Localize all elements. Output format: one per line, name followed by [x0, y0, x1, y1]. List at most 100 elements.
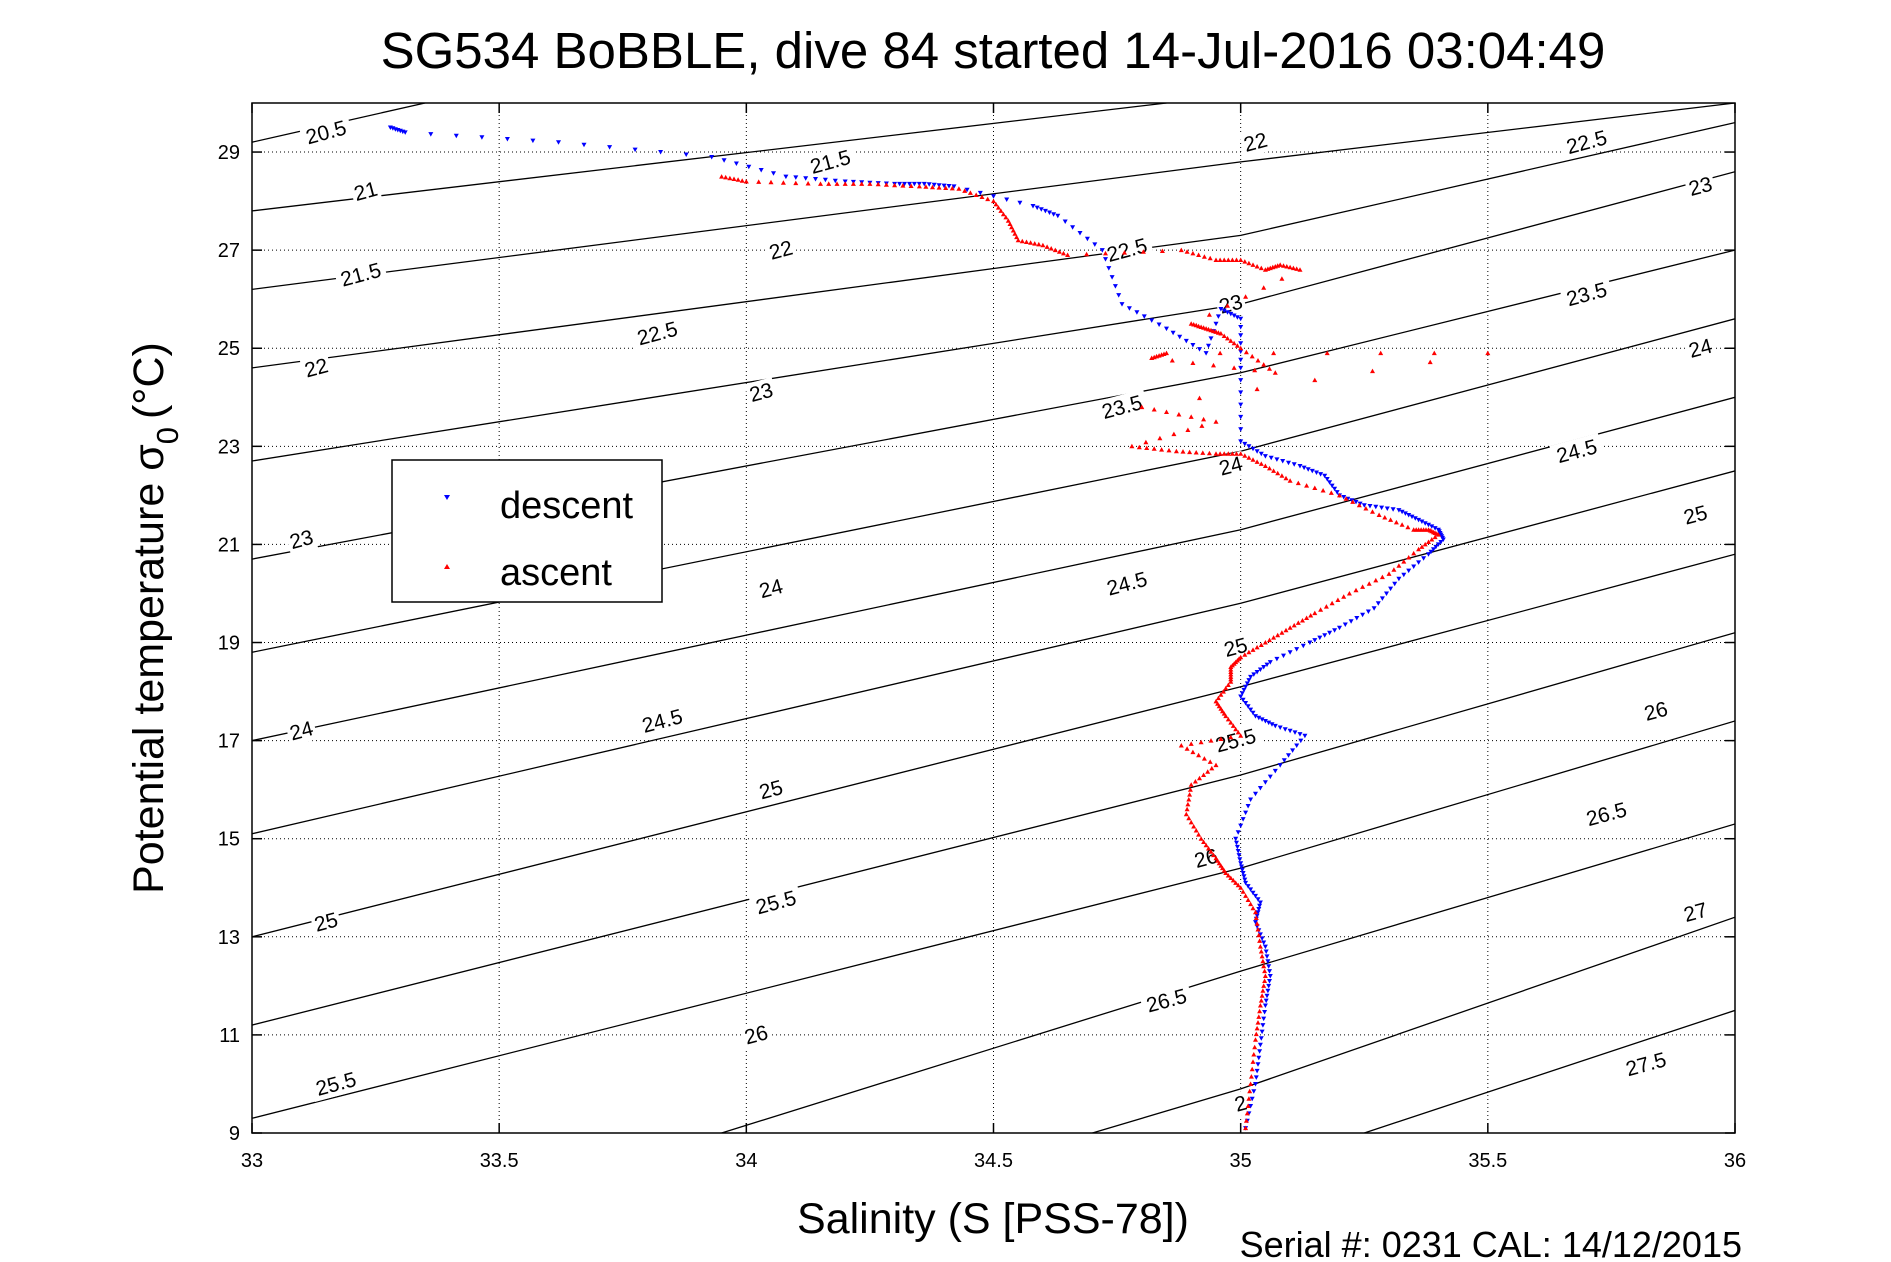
ascent-point: [995, 205, 1001, 210]
descent-point: [709, 155, 715, 160]
ascent-point: [1190, 250, 1196, 256]
ascent-point: [908, 183, 914, 188]
descent-point: [1440, 537, 1446, 542]
ascent-point: [723, 174, 729, 180]
ascent-point: [1140, 249, 1146, 254]
ascent-point: [1007, 221, 1013, 226]
ascent-point: [1225, 335, 1230, 341]
ascent-point: [1201, 254, 1207, 259]
descent-point: [1314, 470, 1319, 475]
ascent-point: [1271, 350, 1277, 356]
descent-point: [1245, 804, 1251, 809]
ascent-point: [1250, 905, 1256, 911]
ascent-point: [1015, 237, 1021, 243]
ascent-point: [1304, 615, 1310, 620]
ascent-point: [1187, 787, 1193, 792]
ascent-point: [1267, 465, 1272, 471]
ascent-point: [1122, 250, 1127, 255]
descent-point: [1324, 477, 1330, 482]
ascent-point: [1353, 587, 1359, 593]
ascent-point: [1217, 257, 1223, 262]
descent-point: [1258, 1036, 1264, 1041]
density-contour-27-5: [1364, 1009, 1735, 1133]
ascent-point: [1388, 517, 1394, 522]
descent-point: [1259, 1029, 1265, 1035]
ascent-point: [1255, 927, 1261, 932]
descent-point: [1301, 465, 1307, 471]
y-tick-label: 23: [218, 436, 240, 458]
ascent-point: [1178, 247, 1184, 253]
contour-label: 26: [1639, 695, 1673, 727]
ascent-point: [1427, 359, 1433, 365]
ascent-point: [1213, 419, 1219, 424]
ascent-point: [727, 175, 733, 181]
descent-point: [1042, 208, 1048, 214]
contour-label: 25.5: [748, 884, 804, 921]
descent-point: [1406, 568, 1412, 574]
descent-point: [1238, 341, 1244, 346]
ascent-point: [1206, 312, 1212, 317]
descent-point: [1243, 880, 1249, 886]
ascent-point: [1262, 640, 1268, 645]
descent-point: [1266, 720, 1272, 726]
descent-point: [1183, 338, 1189, 344]
descent-point: [1287, 650, 1293, 655]
ascent-point: [1250, 1059, 1256, 1064]
contour-label: 26: [739, 1019, 773, 1051]
svg-text:Potential temperature σ0(°C): Potential temperature σ0 (°C): [125, 342, 185, 894]
contour-label-bg: [635, 702, 690, 740]
descent-point: [1239, 691, 1245, 696]
ascent-point: [1256, 1014, 1262, 1019]
ascent-point: [1337, 492, 1342, 498]
descent-point: [1388, 586, 1394, 592]
ascent-point: [1250, 262, 1256, 267]
ascent-point: [1257, 938, 1263, 943]
contour-label-bg: [298, 114, 354, 151]
ascent-point: [1318, 607, 1324, 612]
descent-point: [1409, 514, 1415, 520]
ascent-point: [1405, 524, 1411, 530]
descent-point: [822, 177, 828, 183]
descent-point: [1256, 715, 1262, 721]
descent-point: [771, 171, 776, 176]
descent-point: [1428, 549, 1434, 555]
ascent-point: [1176, 412, 1182, 417]
descent-point: [1238, 316, 1244, 322]
contour-label-bg: [1678, 499, 1713, 531]
ascent-point: [1233, 726, 1239, 732]
descent-point: [1255, 1062, 1261, 1067]
descent-point: [977, 190, 983, 196]
ascent-point: [1291, 622, 1297, 628]
contour-label-bg: [754, 573, 788, 604]
ascent-point: [1225, 716, 1231, 722]
ascent-point: [1279, 630, 1285, 635]
density-contours: [252, 103, 1735, 1133]
ascent-point: [1178, 743, 1184, 748]
descent-point: [1134, 310, 1140, 315]
descent-point: [1411, 564, 1417, 569]
contour-label: 23: [744, 377, 778, 408]
ascent-point: [1184, 806, 1190, 812]
ascent-point: [1255, 1020, 1261, 1025]
ascent-point: [1253, 1031, 1259, 1037]
descent-point: [1401, 572, 1407, 578]
descent-point: [931, 182, 937, 188]
ascent-point: [1009, 224, 1015, 230]
ascent-point: [1213, 451, 1219, 456]
ascent-point: [998, 208, 1004, 213]
descent-point: [1099, 248, 1105, 253]
descent-point: [1280, 459, 1286, 464]
ascent-point: [768, 179, 774, 185]
descent-point: [1384, 506, 1390, 511]
contour-label-bg: [1094, 389, 1150, 426]
descent-point: [1379, 505, 1385, 511]
descent-point: [1291, 462, 1297, 467]
descent-point: [1322, 473, 1328, 479]
ascent-point: [1040, 242, 1046, 248]
ascent-point: [1186, 797, 1192, 802]
descent-point: [1017, 200, 1023, 206]
ascent-point: [1056, 249, 1062, 254]
ascent-point: [1208, 849, 1214, 854]
descent-point: [1329, 483, 1335, 489]
descent-point: [402, 130, 408, 135]
